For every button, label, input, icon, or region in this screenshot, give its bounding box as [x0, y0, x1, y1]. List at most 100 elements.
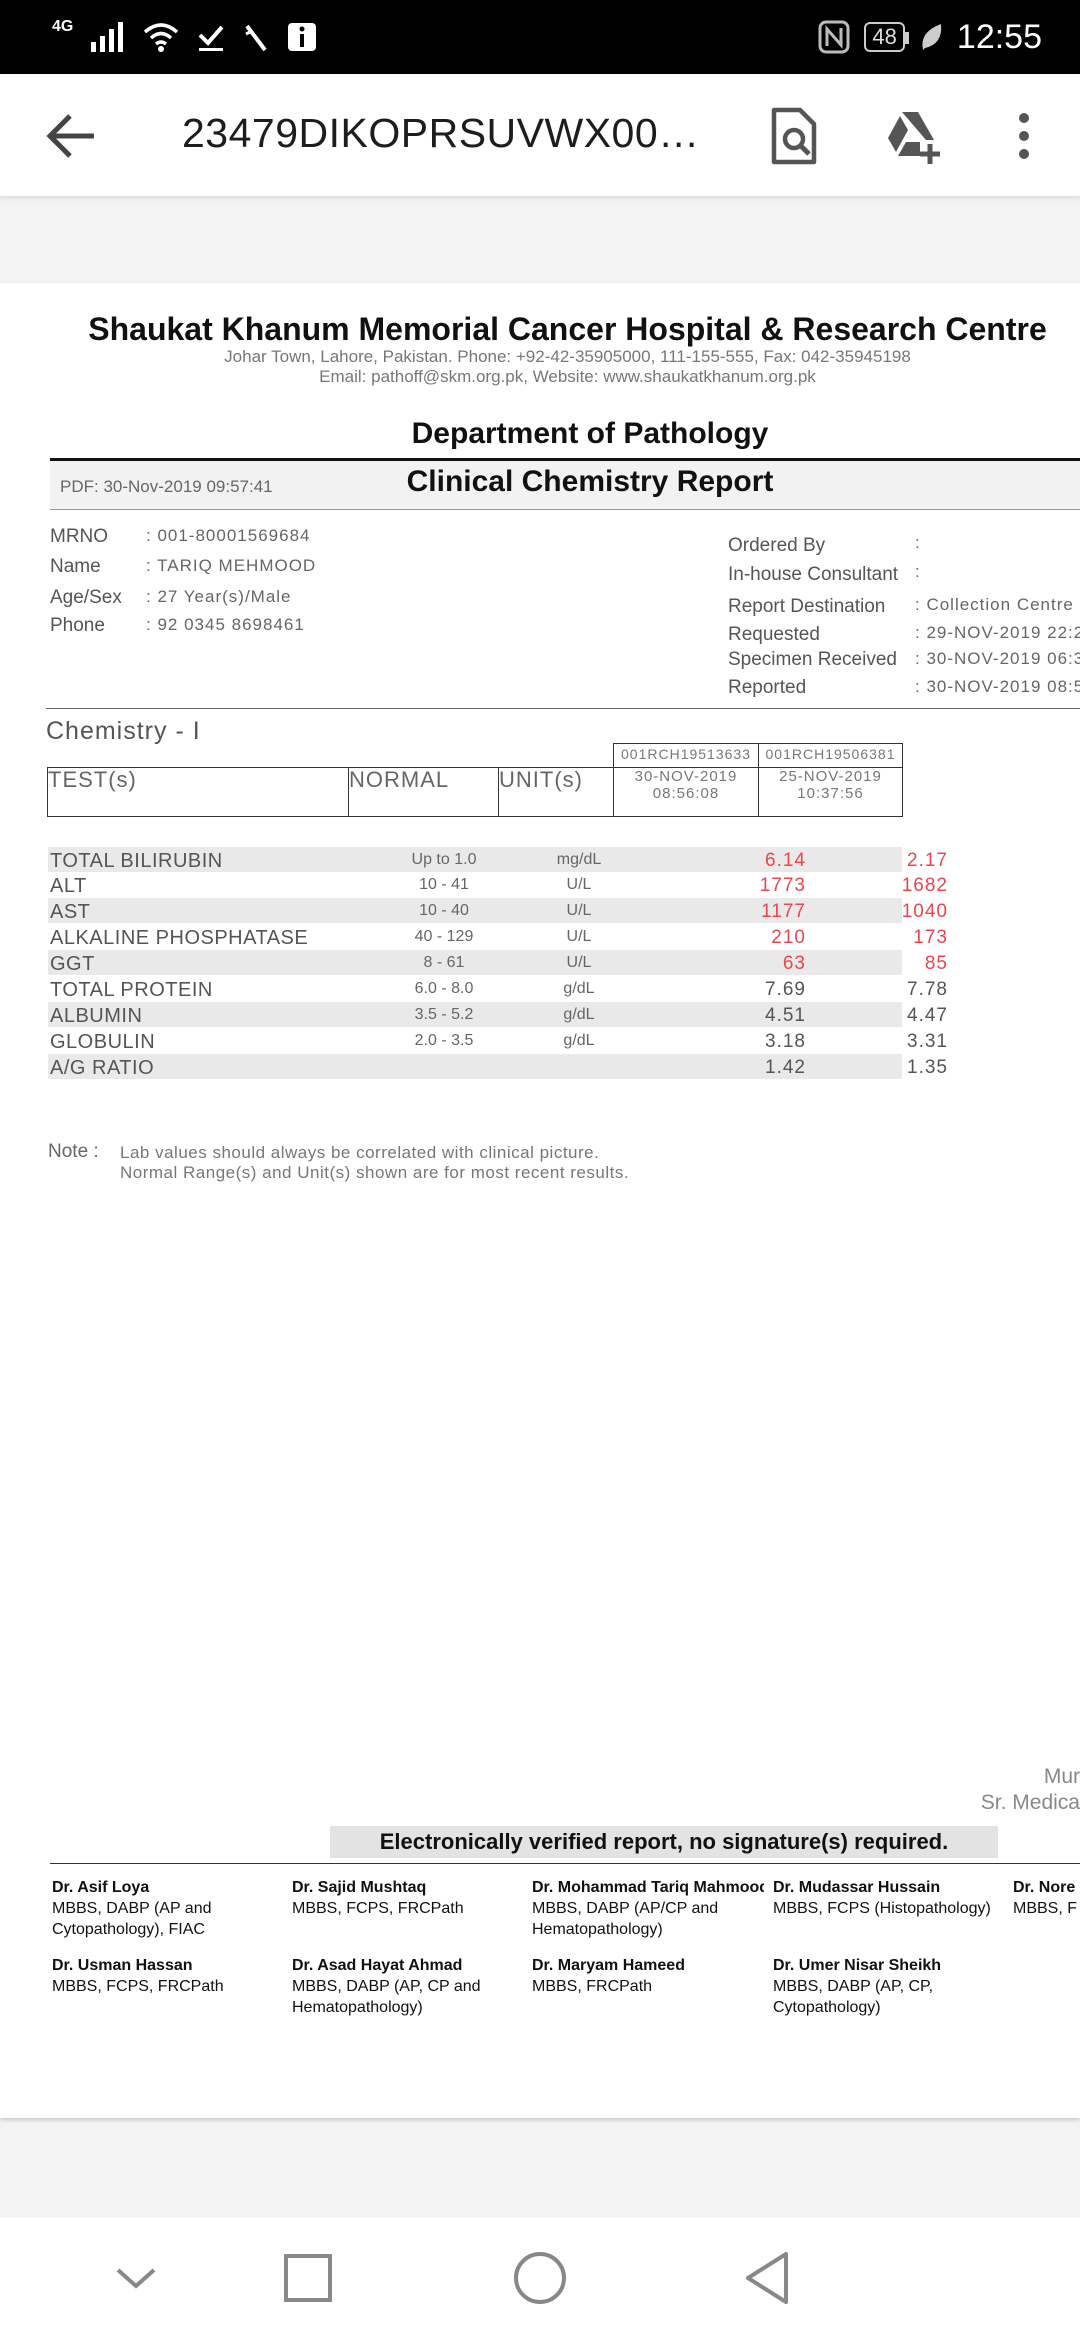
test-name: TOTAL PROTEIN — [50, 979, 213, 1001]
normal-range: 2.0 - 3.5 — [414, 1032, 474, 1049]
result-value: 7.69 — [765, 979, 806, 1000]
order-label: Report Destination — [728, 596, 886, 617]
doctor-qualifications: MBBS, FCPS (Histopathology) — [773, 1900, 991, 1917]
back-triangle-icon[interactable] — [738, 2246, 802, 2310]
doctor-entry: Dr. Asif Loya MBBS, DABP (AP and Cytopath… — [52, 1877, 284, 1940]
normal-range: 8 - 61 — [423, 954, 465, 971]
find-in-page-icon[interactable] — [764, 106, 824, 166]
patient-label: Name — [50, 556, 101, 577]
normal-range: 3.5 - 5.2 — [414, 1006, 474, 1023]
info-app-icon — [288, 23, 317, 51]
hospital-contact: Email: pathoff@skm.org.pk, Website: www.… — [319, 367, 816, 386]
order-label: Reported — [728, 677, 807, 698]
result-value: 1040 — [901, 901, 948, 922]
doctor-qualifications: MBBS, DABP (AP/CP and Hematopathology) — [532, 1900, 719, 1938]
hide-keyboard-chevron-icon[interactable] — [104, 2246, 168, 2310]
leaf-icon — [922, 24, 942, 50]
doctor-qualifications: MBBS, FCPS, FRCPath — [52, 1978, 224, 1995]
recents-square-icon[interactable] — [276, 2246, 340, 2310]
doctor-entry: Dr. Nore MBBS, F — [1013, 1877, 1080, 1919]
header-cell-test — [47, 767, 349, 817]
report-page[interactable]: Shaukat Khanum Memorial Cancer Hospital … — [0, 283, 1080, 2118]
more-vert-icon[interactable] — [994, 106, 1054, 166]
header-unit: UNIT(s) — [499, 767, 583, 792]
doctor-name: Dr. Mohammad Tariq Mahmood — [532, 1879, 764, 1896]
network-type: 4G — [52, 18, 74, 35]
order-label: Specimen Received — [728, 649, 897, 670]
unit: g/dL — [563, 1032, 595, 1049]
divider — [50, 1863, 1080, 1864]
home-circle-icon[interactable] — [508, 2246, 572, 2310]
divider — [46, 708, 1080, 709]
patient-value: : 92 0345 8698461 — [146, 615, 305, 634]
unit: U/L — [566, 954, 592, 971]
result-value: 2.17 — [907, 850, 948, 871]
back-arrow-icon[interactable] — [40, 104, 104, 168]
result-value: 1682 — [901, 875, 948, 896]
unit: g/dL — [563, 980, 595, 997]
verified-banner: Electronically verified report, no signa… — [330, 1826, 998, 1858]
header-normal: NORMAL — [349, 767, 450, 792]
patient-label: Phone — [50, 615, 105, 636]
doctor-entry: Dr. Mudassar Hussain MBBS, FCPS (Histopat… — [773, 1877, 1005, 1919]
table-row: TOTAL PROTEIN 6.0 - 8.0 g/dL 7.69 7.78 — [48, 976, 947, 1001]
result-value: 63 — [782, 953, 806, 974]
patient-label: Age/Sex — [50, 587, 122, 608]
column-time: 08:56:08 — [652, 785, 720, 802]
add-to-drive-icon[interactable] — [884, 106, 944, 166]
table-row: GGT 8 - 61 U/L 63 85 — [48, 950, 947, 975]
order-value: : — [915, 562, 921, 581]
order-value: : 30-NOV-2019 06:3 — [915, 649, 1080, 668]
download-done-icon — [198, 25, 224, 51]
signer-title: Sr. Medica — [980, 1791, 1080, 1814]
order-label: Requested — [728, 624, 820, 645]
hospital-address: Johar Town, Lahore, Pakistan. Phone: +92… — [224, 347, 911, 366]
doctor-entry: Dr. Usman Hassan MBBS, FCPS, FRCPath — [52, 1955, 284, 1997]
test-name: TOTAL BILIRUBIN — [50, 850, 223, 872]
header-cell-accession — [613, 743, 759, 768]
slash-app-icon — [245, 24, 267, 52]
pdf-date: PDF: 30-Nov-2019 09:57:41 — [60, 477, 273, 496]
result-value: 4.51 — [765, 1005, 806, 1026]
status-right: 48 12:55 — [818, 0, 1042, 74]
header-cell-date — [613, 767, 759, 817]
doctor-qualifications: MBBS, DABP (AP and Cytopathology), FIAC — [52, 1900, 212, 1938]
doctor-name: Dr. Umer Nisar Sheikh — [773, 1957, 942, 1974]
unit: g/dL — [563, 1006, 595, 1023]
normal-range: 10 - 41 — [419, 876, 469, 893]
order-value: : 29-NOV-2019 22:2 — [915, 623, 1080, 642]
normal-range: 6.0 - 8.0 — [414, 980, 474, 997]
doctor-name: Dr. Usman Hassan — [52, 1957, 193, 1974]
department-title: Department of Pathology — [411, 417, 769, 450]
order-value: : Collection Centre — [915, 595, 1074, 614]
patient-value: : TARIQ MEHMOOD — [146, 556, 317, 575]
table-row: A/G RATIO 1.42 1.35 — [48, 1054, 947, 1079]
note-text: Lab values should always be correlated w… — [120, 1143, 600, 1162]
test-name: A/G RATIO — [50, 1057, 155, 1079]
test-name: ALBUMIN — [50, 1005, 143, 1027]
doctor-name: Dr. Asif Loya — [52, 1879, 150, 1896]
unit: mg/dL — [556, 851, 602, 868]
order-value: : 30-NOV-2019 08:5 — [915, 677, 1080, 696]
table-row: AST 10 - 40 U/L 1177 1040 — [48, 898, 947, 923]
header-cell-date — [758, 767, 903, 817]
signer-name: Mur — [1043, 1765, 1080, 1788]
doctor-name: Dr. Asad Hayat Ahmad — [292, 1957, 463, 1974]
patient-label: MRNO — [50, 526, 109, 547]
column-date: 30-NOV-2019 — [634, 768, 738, 785]
doctor-entry: Dr. Mohammad Tariq Mahmood MBBS, DABP (AP… — [532, 1877, 764, 1940]
app-bar: 23479DIKOPRSUVWX00100... — [0, 74, 1080, 197]
document-title: 23479DIKOPRSUVWX00100... — [182, 110, 722, 156]
accession-number: 001RCH19513633 — [621, 746, 751, 762]
result-value: 1177 — [761, 901, 806, 922]
unit: U/L — [566, 928, 592, 945]
status-left: 4G — [52, 0, 317, 74]
nfc-icon — [818, 20, 850, 54]
clock: 12:55 — [956, 17, 1042, 56]
doctor-entry: Dr. Asad Hayat Ahmad MBBS, DABP (AP, CP a… — [292, 1955, 524, 2018]
result-value: 173 — [913, 927, 948, 948]
header-cell-unit — [498, 767, 614, 817]
table-row: ALBUMIN 3.5 - 5.2 g/dL 4.51 4.47 — [48, 1002, 947, 1027]
table-row: ALKALINE PHOSPHATASE 40 - 129 U/L 210 17… — [48, 924, 947, 949]
result-value: 6.14 — [765, 850, 806, 871]
